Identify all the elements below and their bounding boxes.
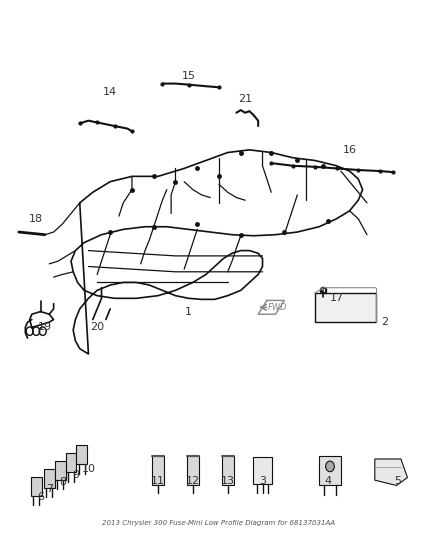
- Polygon shape: [375, 459, 407, 486]
- Text: 2013 Chrysler 300 Fuse-Mini Low Profile Diagram for 68137031AA: 2013 Chrysler 300 Fuse-Mini Low Profile …: [102, 520, 336, 526]
- FancyBboxPatch shape: [222, 456, 234, 485]
- Text: 8: 8: [59, 477, 66, 487]
- FancyBboxPatch shape: [319, 456, 341, 485]
- Text: 11: 11: [151, 477, 165, 486]
- Text: 10: 10: [81, 464, 95, 474]
- FancyBboxPatch shape: [152, 456, 164, 485]
- Text: 19: 19: [38, 322, 52, 333]
- Text: 9: 9: [72, 470, 79, 480]
- FancyBboxPatch shape: [55, 462, 66, 480]
- Text: 13: 13: [221, 477, 235, 486]
- Text: 4: 4: [324, 477, 332, 486]
- Text: 7: 7: [46, 484, 53, 494]
- Text: 5: 5: [394, 477, 401, 486]
- Text: 18: 18: [29, 214, 43, 224]
- FancyBboxPatch shape: [315, 293, 376, 322]
- FancyBboxPatch shape: [77, 446, 87, 464]
- FancyBboxPatch shape: [66, 454, 77, 472]
- FancyBboxPatch shape: [31, 477, 42, 496]
- Circle shape: [325, 461, 334, 472]
- Text: 12: 12: [186, 477, 200, 486]
- Text: 20: 20: [90, 322, 104, 333]
- Text: 1: 1: [185, 306, 192, 317]
- Text: 6: 6: [37, 492, 44, 502]
- Text: 16: 16: [343, 145, 357, 155]
- Text: 17: 17: [329, 293, 343, 303]
- Text: 15: 15: [181, 70, 195, 80]
- Text: 21: 21: [238, 94, 252, 104]
- Text: 3: 3: [259, 477, 266, 486]
- FancyBboxPatch shape: [44, 470, 55, 488]
- Text: 14: 14: [103, 86, 117, 96]
- Text: FWD: FWD: [268, 303, 288, 312]
- FancyBboxPatch shape: [253, 457, 272, 484]
- Text: 2: 2: [381, 317, 388, 327]
- FancyBboxPatch shape: [187, 456, 199, 485]
